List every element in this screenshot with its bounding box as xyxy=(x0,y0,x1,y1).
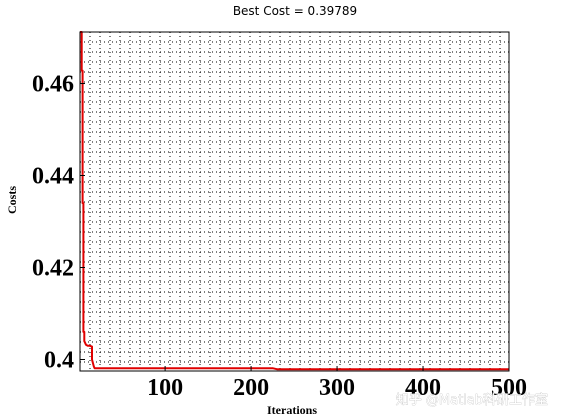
series-layer xyxy=(79,31,509,371)
y-tick-label: 0.44 xyxy=(32,164,74,190)
plot-frame xyxy=(79,31,510,372)
x-tick-label: 200 xyxy=(233,375,269,401)
watermark-text: 知乎 @Matlab科研工作室 xyxy=(396,392,548,408)
y-axis-label: Costs xyxy=(5,186,19,214)
watermark: 知乎 @Matlab科研工作室 xyxy=(396,392,549,409)
x-tick-label: 500 xyxy=(491,375,527,401)
plot-background xyxy=(80,32,509,371)
x-tick-label: 400 xyxy=(405,375,441,401)
y-tick-label: 0.42 xyxy=(32,256,74,282)
series-line xyxy=(79,31,509,371)
plot-area xyxy=(79,31,510,372)
x-axis: 100 200 300 400 500 xyxy=(147,366,527,401)
grid xyxy=(80,32,509,371)
x-axis-label: Iterations xyxy=(267,403,317,417)
y-axis: 0.4 0.42 0.44 0.46 xyxy=(32,72,85,374)
x-tick-label: 300 xyxy=(319,375,355,401)
y-tick-label: 0.4 xyxy=(44,348,74,374)
chart-title: Best Cost = 0.39789 xyxy=(233,4,357,18)
x-tick-label: 100 xyxy=(147,375,183,401)
y-tick-label: 0.46 xyxy=(32,72,74,98)
